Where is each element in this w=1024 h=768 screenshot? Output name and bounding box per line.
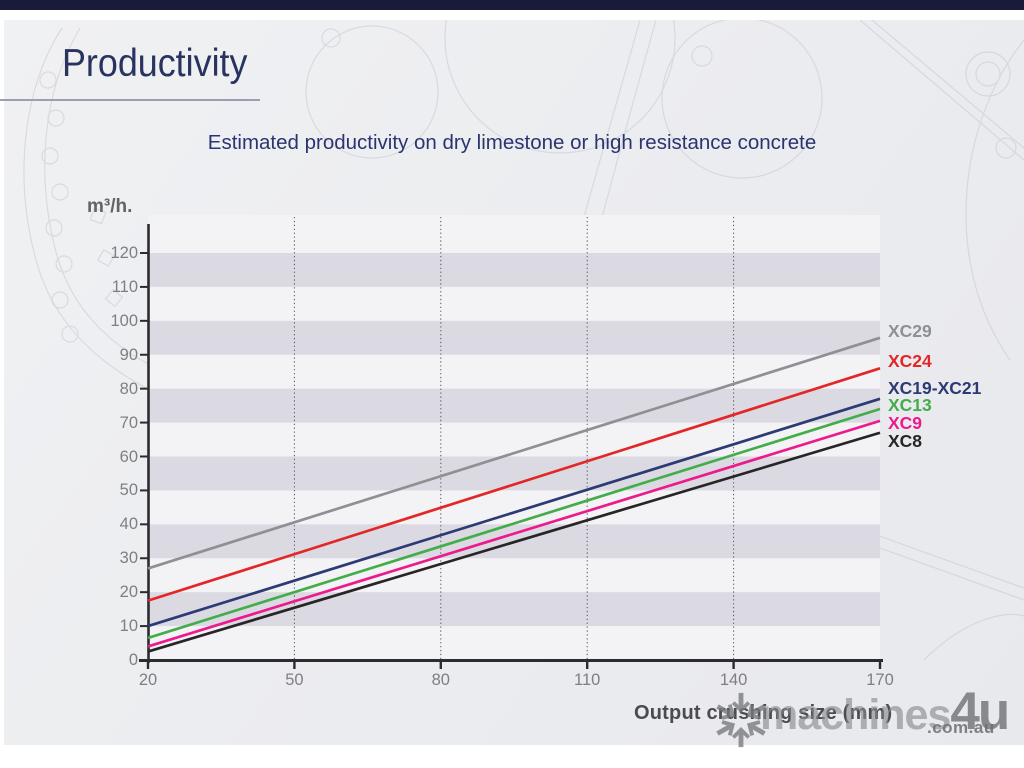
legend-label-xc29: XC29 bbox=[888, 320, 932, 341]
x-tick-label: 170 bbox=[866, 671, 894, 689]
title-underline bbox=[0, 99, 260, 101]
y-tick-label: 120 bbox=[110, 244, 138, 262]
top-accent-bar bbox=[0, 0, 1024, 10]
y-tick-label: 0 bbox=[128, 651, 138, 669]
watermark: machines 4u .com.au bbox=[705, 682, 1020, 748]
legend-label-xc19-xc21: XC19-XC21 bbox=[888, 377, 982, 398]
y-tick-label: 40 bbox=[119, 515, 138, 534]
legend-label-xc8: XC8 bbox=[888, 430, 923, 451]
y-tick-label: 90 bbox=[119, 345, 138, 364]
legend-label-xc9: XC9 bbox=[888, 412, 923, 433]
y-axis-unit-label: m³/h. bbox=[87, 196, 133, 217]
x-tick-label: 110 bbox=[574, 671, 601, 689]
y-tick-label: 110 bbox=[111, 277, 138, 296]
y-tick-label: 20 bbox=[119, 583, 138, 602]
y-tick-label: 30 bbox=[119, 549, 138, 568]
x-tick-label: 140 bbox=[719, 671, 748, 689]
x-tick-label: 50 bbox=[285, 671, 304, 689]
page-title: Productivity bbox=[62, 42, 248, 85]
x-tick-label: 20 bbox=[138, 671, 158, 689]
y-tick-label: 60 bbox=[119, 447, 138, 466]
x-axis-title: Output crushing size (mm) bbox=[634, 702, 893, 724]
background-line-art bbox=[23, 20, 1024, 661]
y-tick-label: 70 bbox=[119, 413, 138, 432]
slide-background bbox=[4, 20, 1024, 745]
chart-title: Estimated productivity on dry limestone … bbox=[207, 131, 817, 154]
y-tick-label: 50 bbox=[119, 481, 138, 500]
x-tick-label: 80 bbox=[431, 671, 450, 689]
legend-label-xc24: XC24 bbox=[888, 351, 932, 372]
legend-label-xc13: XC13 bbox=[888, 395, 932, 416]
watermark-domain: .com.au bbox=[927, 718, 995, 737]
y-tick-label: 100 bbox=[110, 311, 138, 330]
y-tick-label: 80 bbox=[119, 379, 138, 398]
machines4u-logo-icon bbox=[716, 692, 766, 748]
y-tick-label: 10 bbox=[119, 617, 138, 636]
watermark-text: machines 4u bbox=[760, 682, 1010, 741]
